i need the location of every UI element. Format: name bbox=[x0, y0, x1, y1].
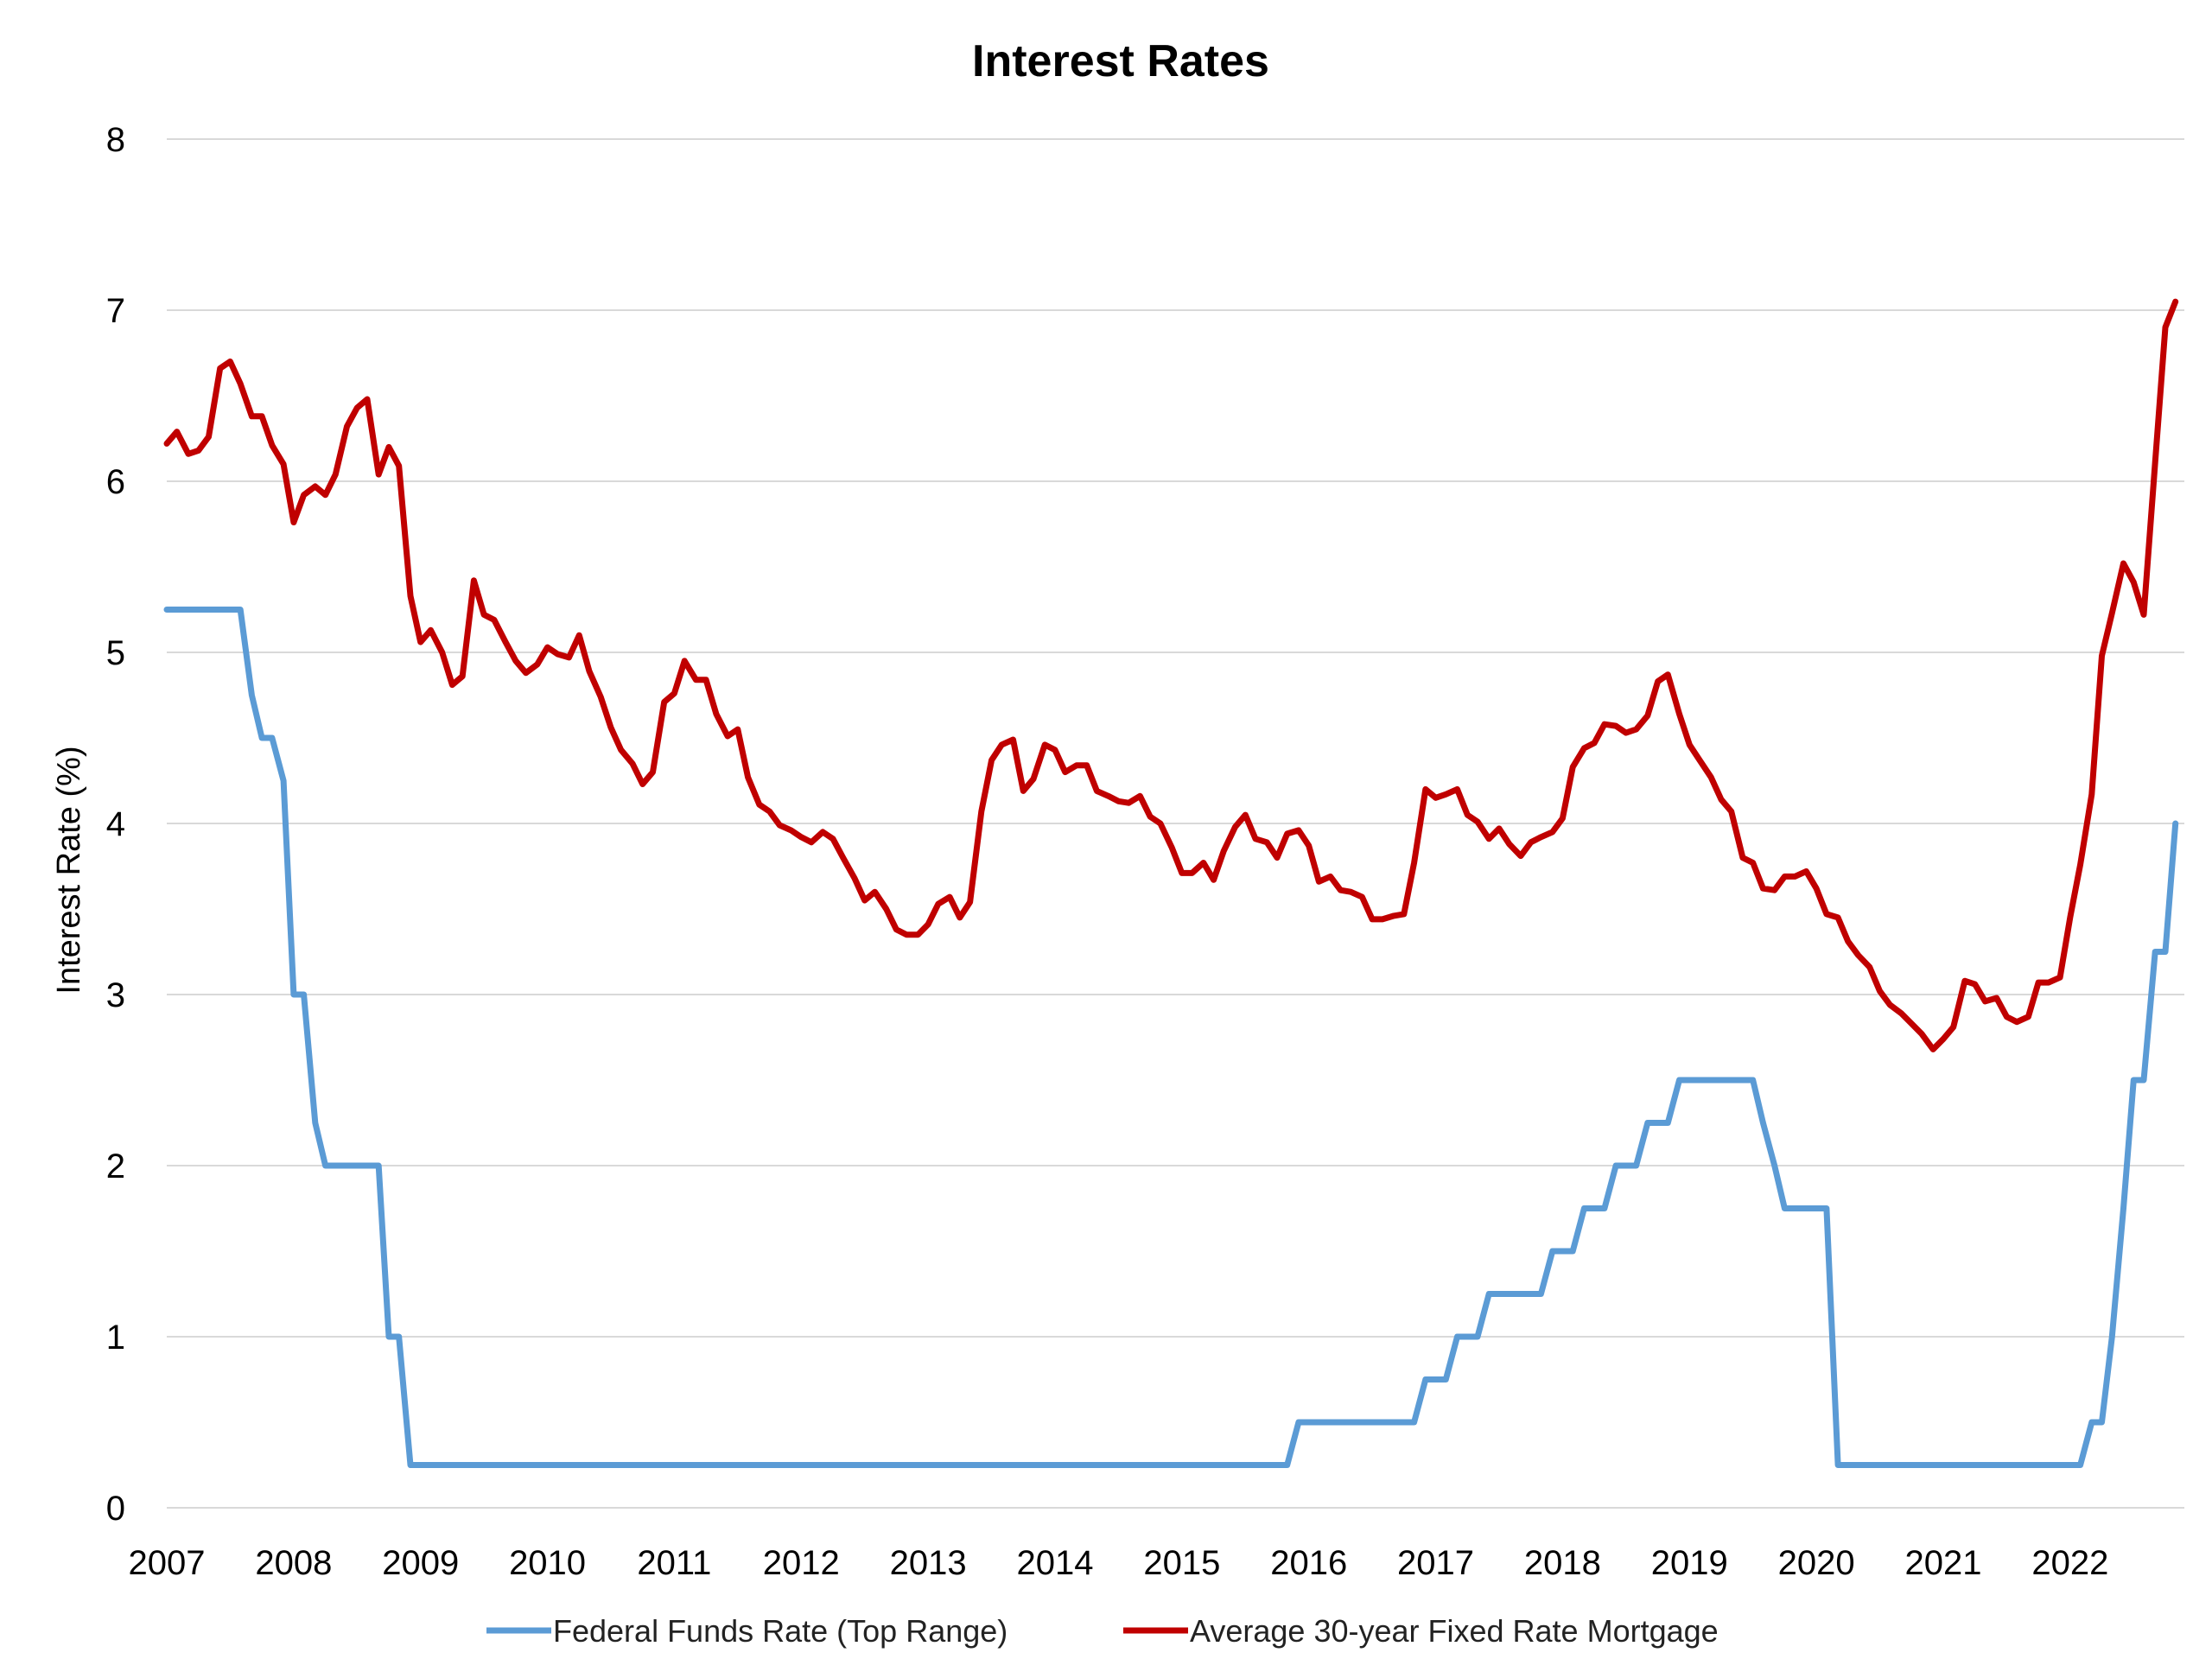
x-tick-label: 2016 bbox=[1270, 1544, 1347, 1582]
series-lines bbox=[163, 298, 2179, 1468]
x-tick-label: 2011 bbox=[637, 1544, 711, 1582]
y-axis-label: Interest Rate (%) bbox=[51, 746, 87, 994]
x-tick-label: 2009 bbox=[382, 1544, 459, 1582]
series-line-mortgage-rate bbox=[163, 298, 2179, 1052]
y-tick-label: 4 bbox=[106, 805, 125, 843]
x-tick-label: 2017 bbox=[1397, 1544, 1474, 1582]
x-tick-label: 2010 bbox=[509, 1544, 586, 1582]
x-tick-label: 2020 bbox=[1778, 1544, 1855, 1582]
x-axis-ticks: 2007 2008 2009 2010 2011 2012 2013 2014 2015 2016… bbox=[129, 1544, 2109, 1582]
series-line-federal-funds-rate bbox=[163, 607, 2179, 1468]
x-tick-label: 2014 bbox=[1016, 1544, 1093, 1582]
legend-label: Average 30-year Fixed Rate Mortgage bbox=[1190, 1613, 1719, 1649]
x-tick-label: 2019 bbox=[1651, 1544, 1728, 1582]
x-tick-label: 2013 bbox=[890, 1544, 967, 1582]
x-tick-label: 2008 bbox=[255, 1544, 332, 1582]
y-tick-label: 0 bbox=[106, 1490, 125, 1528]
x-tick-label: 2022 bbox=[2031, 1544, 2108, 1582]
x-tick-label: 2021 bbox=[1904, 1544, 1981, 1582]
y-tick-label: 5 bbox=[106, 634, 125, 672]
x-tick-label: 2012 bbox=[763, 1544, 840, 1582]
y-tick-label: 8 bbox=[106, 121, 125, 159]
x-tick-label: 2015 bbox=[1143, 1544, 1220, 1582]
y-tick-label: 1 bbox=[106, 1319, 125, 1357]
x-tick-label: 2007 bbox=[129, 1544, 206, 1582]
y-tick-label: 2 bbox=[106, 1147, 125, 1185]
y-tick-label: 7 bbox=[106, 292, 125, 330]
legend-label: Federal Funds Rate (Top Range) bbox=[553, 1613, 1007, 1649]
y-tick-label: 6 bbox=[106, 463, 125, 501]
chart-title: Interest Rates bbox=[972, 36, 1269, 86]
y-tick-label: 3 bbox=[106, 976, 125, 1014]
gridlines bbox=[167, 138, 2184, 1509]
x-tick-label: 2018 bbox=[1524, 1544, 1601, 1582]
y-axis-ticks: 0 1 2 3 4 5 6 7 8 bbox=[106, 121, 125, 1528]
legend: Federal Funds Rate (Top Range) Average 30… bbox=[486, 1613, 1719, 1649]
